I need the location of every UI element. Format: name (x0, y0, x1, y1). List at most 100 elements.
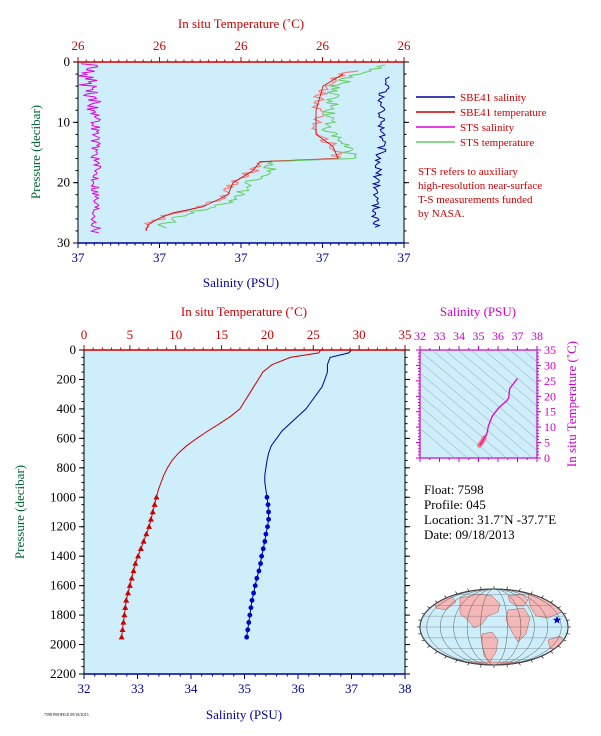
ts-sal-tick-label: 36 (492, 329, 504, 343)
top-sal-tick-label: 37 (235, 250, 249, 265)
map-edge-tick (434, 651, 438, 654)
sts-temperature-line (157, 64, 386, 229)
temperature-marker (118, 633, 125, 640)
map-edge-tick (467, 662, 469, 666)
bottom-sal-tick-label: 34 (185, 681, 199, 696)
map-edge-tick (550, 600, 554, 603)
temperature-marker (151, 501, 158, 507)
density-contour (496, 350, 537, 385)
bottom-pressure-tick-label: 1000 (50, 489, 76, 504)
density-contour (420, 416, 468, 458)
temperature-marker (153, 494, 160, 500)
footer-code: 7598 PROFILE 09/18/2013 (44, 712, 88, 717)
bottom-sal-tick-label: 33 (131, 681, 144, 696)
salinity-marker (266, 516, 271, 522)
map-edge-tick (418, 619, 422, 621)
sts-note: STS refers to auxiliary high-resolution … (418, 166, 542, 220)
ts-sal-tick-label: 32 (414, 329, 426, 343)
salinity-profile (244, 349, 352, 640)
ts-sal-tick-label: 37 (512, 329, 524, 343)
sbe41-salinity-line (370, 76, 390, 228)
top-sal-tick-label: 37 (316, 250, 330, 265)
temperature-marker (120, 619, 127, 625)
ts-sal-tick-label: 38 (531, 329, 543, 343)
full-profile-temp-axis-title: In situ Temperature (˚C) (181, 304, 307, 319)
legend-sbe41-temperature: SBE41 temperature (460, 107, 547, 119)
near-surface-plot-area (77, 61, 405, 244)
map-edge-tick (444, 595, 447, 599)
top-temp-tick-label: 26 (153, 38, 167, 53)
density-contour (457, 350, 537, 418)
bottom-temp-tick-label: 25 (307, 327, 320, 342)
map-edge-tick (455, 659, 458, 663)
top-sal-tick-label: 37 (153, 250, 167, 265)
bottom-sal-tick-label: 38 (399, 681, 412, 696)
map-meridian (426, 589, 562, 665)
temperature-marker (143, 530, 150, 537)
temperature-marker (128, 575, 135, 581)
map-edge-tick (444, 655, 447, 659)
bottom-sal-tick-label: 37 (345, 681, 359, 696)
salinity-marker (258, 561, 263, 566)
bottom-pressure-tick-label: 600 (57, 430, 77, 445)
map-edge-tick (530, 591, 533, 595)
sts-temperature-trace (157, 64, 386, 229)
ts-temp-tick-label: 5 (544, 436, 550, 450)
sbe41-salinity-trace (370, 76, 390, 228)
ts-temp-tick-label: 15 (544, 405, 556, 419)
map-edge-tick (480, 586, 482, 590)
salinity-marker (246, 620, 252, 625)
density-contour (420, 394, 494, 458)
salinity-marker (262, 539, 268, 544)
top-temp-tick-label: 26 (235, 38, 249, 53)
map-edge-tick (427, 645, 431, 648)
temperature-marker (130, 567, 137, 574)
top-temp-tick-label: 26 (72, 38, 86, 53)
temperature-marker (121, 611, 128, 618)
temperature-marker (147, 516, 154, 522)
map-edge-tick (541, 655, 544, 659)
top-pressure-tick-label: 10 (57, 114, 70, 129)
bottom-pressure-tick-label: 400 (57, 401, 77, 416)
salinity-marker (265, 524, 270, 530)
salinity-marker (265, 502, 271, 508)
map-edge-tick (506, 586, 508, 590)
sbe41-temperature-trace (143, 70, 359, 232)
salinity-marker (248, 605, 254, 611)
bottom-pressure-tick-label: 1600 (50, 578, 76, 593)
density-contour (420, 350, 537, 452)
bottom-sal-tick-label: 32 (78, 681, 91, 696)
top-temp-tick-label: 26 (316, 38, 330, 53)
bottom-pressure-tick-label: 1400 (50, 548, 76, 563)
map-meridian (453, 589, 535, 665)
legend-sts-temperature: STS temperature (460, 137, 534, 149)
float-id: Float: 7598 (424, 482, 484, 497)
density-contour (420, 427, 455, 458)
salinity-marker (247, 612, 253, 618)
ts-sal-axis-title: Salinity (PSU) (440, 304, 516, 319)
ts-temp-tick-label: 0 (544, 451, 550, 465)
density-contour (470, 350, 537, 407)
temperature-marker (132, 560, 139, 566)
map-edge-tick (566, 633, 570, 635)
map-edge-tick (519, 662, 521, 666)
map-edge-tick (557, 645, 561, 648)
temperature-marker (122, 604, 129, 610)
full-profile-plot-area (83, 349, 406, 675)
map-edge-tick (455, 591, 458, 595)
bottom-pressure-tick-label: 800 (57, 460, 77, 475)
sts-note-line-2: high-resolution near-surface (418, 180, 542, 192)
top-pressure-tick-label: 30 (57, 235, 70, 250)
near-surface-sal-axis-title: Salinity (PSU) (203, 275, 279, 290)
near-surface-panel: 26 26 26 26 26 37 37 37 37 37 0 10 20 30 In situ Temp… (28, 16, 547, 290)
salinity-marker (251, 590, 256, 596)
map-edge-tick (427, 606, 431, 609)
density-contour (483, 350, 537, 396)
ts-temp-tick-label: 20 (544, 389, 556, 403)
bottom-temp-tick-label: 35 (399, 327, 412, 342)
sbe41-temperature-line (143, 70, 359, 232)
map-meridian (440, 589, 548, 665)
